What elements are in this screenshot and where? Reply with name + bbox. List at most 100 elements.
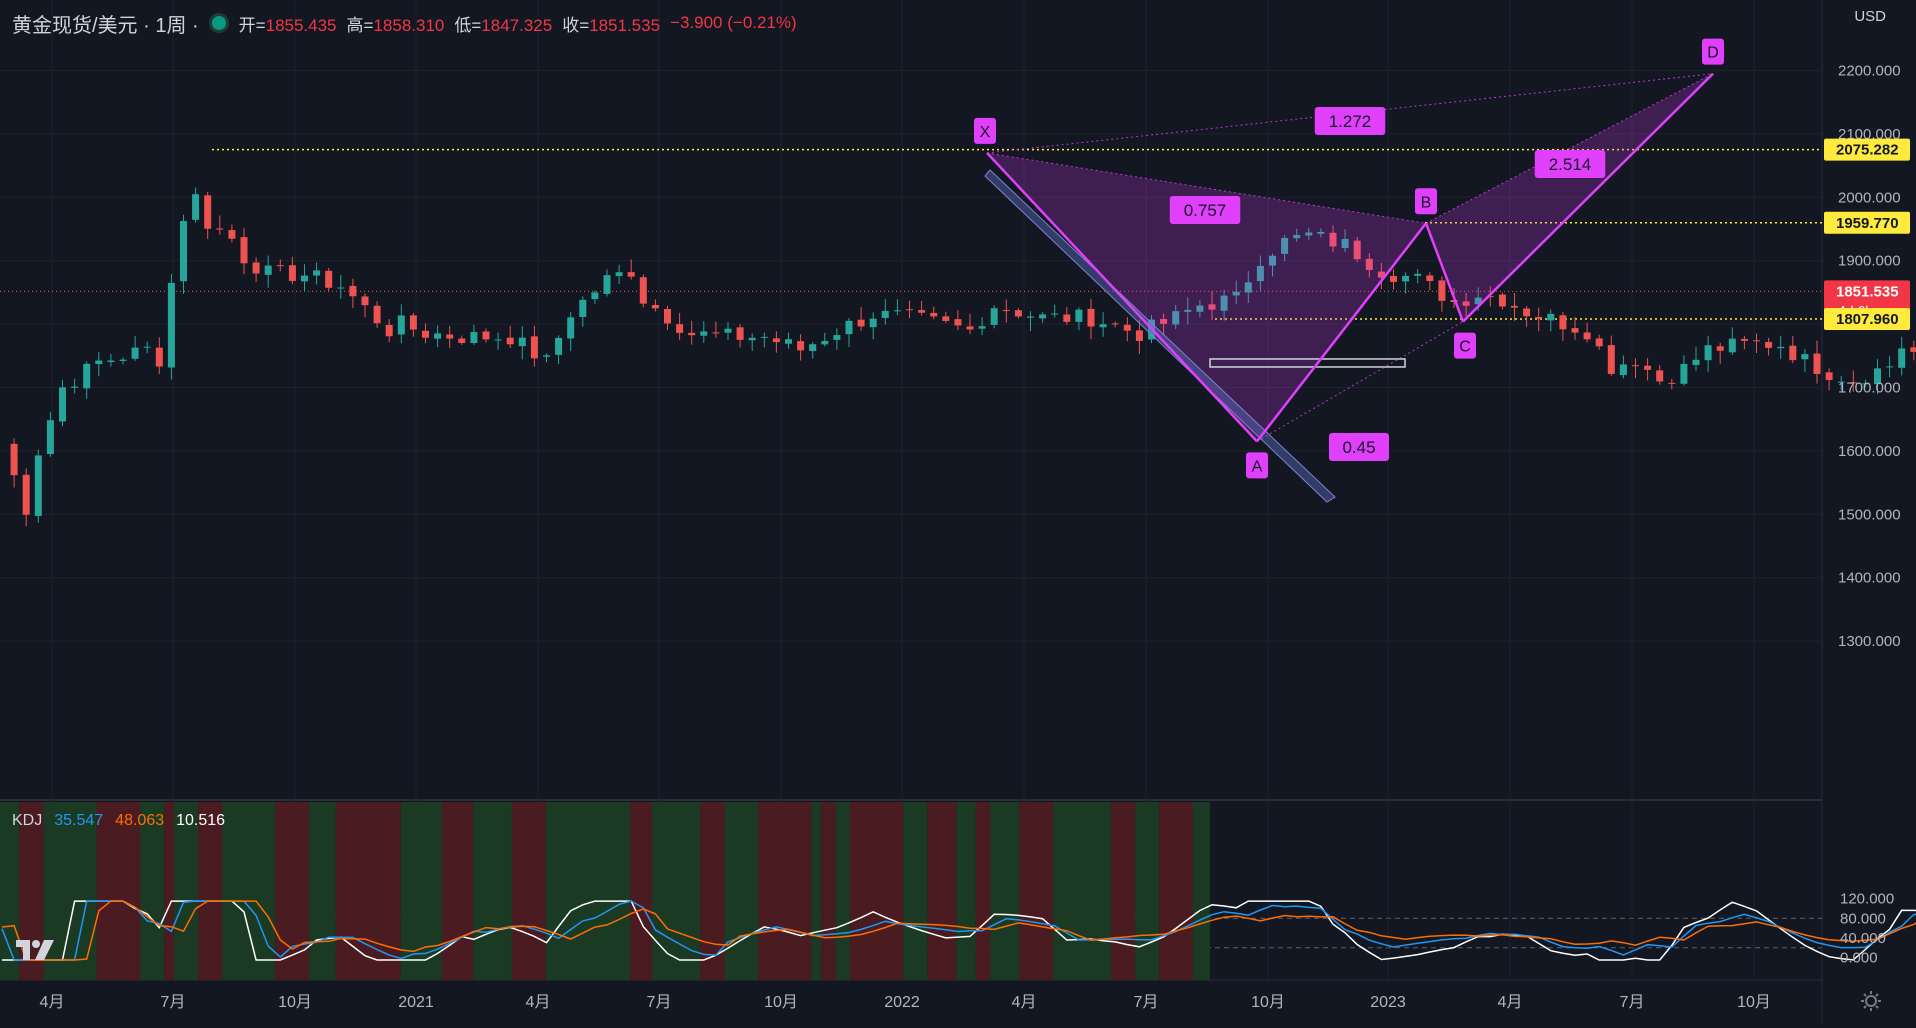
kdj-region [222,802,276,980]
candle [409,312,417,337]
kdj-region [198,802,223,980]
candle [1825,368,1833,391]
candle-body [1135,330,1143,341]
kdj-name: KDJ [12,812,43,829]
kdj-region [275,802,310,980]
currency-selector[interactable]: USD [1854,8,1886,25]
candle [954,310,962,331]
candle-body [760,336,768,338]
pattern-point-x: X [974,117,996,144]
kdj-tick-label: 0.000 [1840,950,1878,967]
kdj-j-line [2,900,1916,961]
candle-body [288,265,296,281]
candle-body [1486,296,1494,298]
candle-body [107,360,115,363]
x-tick-label: 4月 [1012,994,1037,1011]
candle-body [1063,314,1071,322]
pattern-ratio: 0.45 [1329,433,1389,461]
candle [107,354,115,367]
candle-body [1704,345,1712,361]
symbol-title[interactable]: 黄金现货/美元 · 1周 · [12,14,199,37]
candle [906,300,913,319]
candle [1837,375,1845,391]
kdj-region [990,802,1020,980]
ohlc-open: 开=1855.435 [239,11,337,36]
candle-body [337,287,345,289]
candle-body [1813,353,1821,374]
price-tag-box [1824,308,1910,331]
candle-body [385,324,393,337]
kdj-region [700,802,725,980]
candle [313,262,321,285]
candle [422,323,429,344]
candle [434,325,442,348]
candle-body [1789,345,1797,361]
open-label: 开= [238,15,266,35]
candle-body [1305,232,1313,236]
candle [240,228,248,275]
candle-body [893,310,901,312]
candle [1220,289,1228,321]
ohlc-high: 高=1858.310 [347,11,445,36]
candle-body [1656,370,1664,382]
candle [1547,309,1555,332]
candle [337,275,345,299]
price-tag: 2075.282 [1824,138,1910,161]
pattern-ratio: 1.272 [1314,107,1386,135]
candle-body [1353,240,1361,260]
candle-body [264,265,272,275]
candle-body [1220,295,1228,311]
candle-body [446,334,454,339]
candle-body [1390,275,1397,282]
candle [1849,370,1857,392]
candle [1668,378,1676,390]
candle-body [1632,365,1639,367]
candle [10,438,18,488]
candle [567,312,575,352]
pattern-leg-cd [1462,72,1714,323]
candle-body [1256,265,1264,282]
candle-body [833,335,841,340]
candle [71,378,79,394]
candle [1535,307,1543,332]
kdj-tick-label: 40.000 [1840,930,1886,947]
candle-body [1619,364,1627,376]
candle-body [458,338,466,343]
candle-body [1740,338,1748,341]
kdj-legend[interactable]: KDJ 35.547 48.063 10.516 [12,812,225,830]
candle [591,290,599,304]
candle-body [1849,382,1857,384]
settings-gear-icon[interactable] [1860,990,1882,1012]
tradingview-logo-icon[interactable] [16,938,58,962]
kdj-region [1193,802,1210,980]
candle-body [918,310,926,313]
candle-body [518,337,526,347]
kdj-region [821,802,836,980]
candle-body [1837,381,1845,383]
candle [1692,347,1700,371]
candle [736,324,744,348]
kdj-region [758,802,812,980]
candle-body [1377,271,1385,278]
candle-body [1293,235,1301,239]
high-value: 1858.310 [373,15,445,35]
kdj-region [43,802,97,980]
candle-body [1511,305,1518,308]
candle-body [1861,383,1869,385]
x-tick-label: 7月 [647,994,672,1011]
x-tick-label: 10月 [1251,994,1285,1011]
kdj-region [335,802,401,980]
pattern-ratio-box [1314,107,1386,135]
candle [1898,336,1906,376]
candle-body [373,305,381,324]
candle-body [700,331,708,336]
candle [482,328,490,343]
candle [664,305,671,331]
candle-body [579,299,587,318]
candle [1704,335,1712,373]
candle-body [651,304,659,309]
candle [1511,292,1518,321]
candle-body [1692,359,1700,365]
